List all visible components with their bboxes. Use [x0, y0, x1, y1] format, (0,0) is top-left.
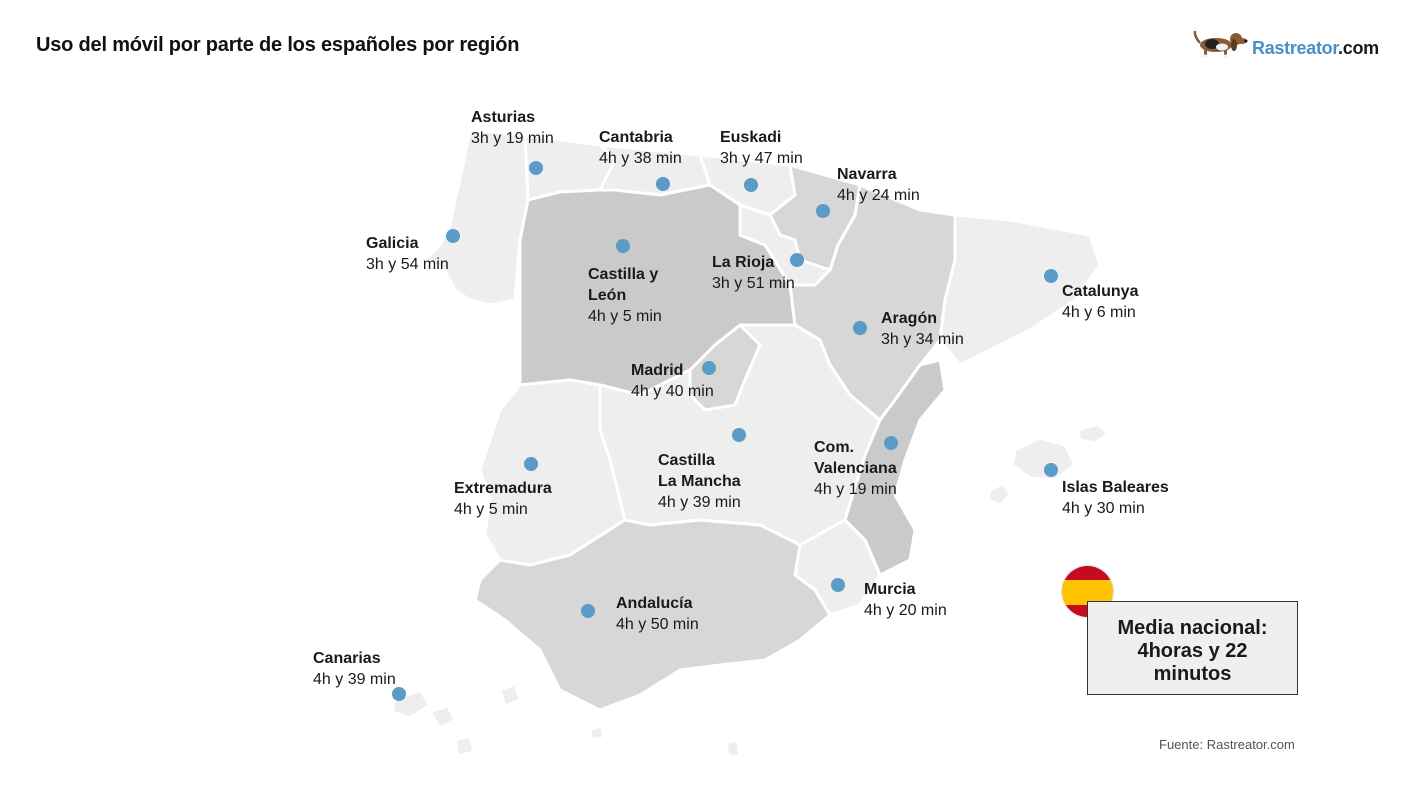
region-name: Navarra — [837, 166, 897, 183]
region-label-castilla-leon: Castilla y León 4h y 5 min — [588, 264, 662, 327]
region-label-castilla-la-mancha: Castilla La Mancha 4h y 39 min — [658, 450, 741, 513]
region-name: Catalunya — [1062, 283, 1139, 300]
region-label-euskadi: Euskadi 3h y 47 min — [720, 127, 803, 169]
region-name: Andalucía — [616, 595, 693, 612]
region-marker-galicia — [446, 229, 460, 243]
region-label-cantabria: Cantabria 4h y 38 min — [599, 127, 682, 169]
basset-dog-icon — [1193, 30, 1248, 58]
national-average-value: 4horas y 22 — [1137, 639, 1248, 662]
region-name: Castilla — [658, 452, 715, 469]
region-baleares-menorca — [1076, 422, 1110, 445]
region-canarias-3 — [453, 734, 476, 758]
region-time: 4h y 20 min — [864, 602, 947, 619]
national-average-label: Media nacional: — [1117, 616, 1268, 639]
region-name: Canarias — [313, 650, 381, 667]
region-name: Cantabria — [599, 129, 673, 146]
region-time: 4h y 38 min — [599, 150, 682, 167]
region-name: La Mancha — [658, 473, 741, 490]
region-name: Euskadi — [720, 129, 782, 146]
region-time: 4h y 39 min — [658, 494, 741, 511]
region-name: Islas Baleares — [1062, 479, 1169, 496]
region-time: 3h y 34 min — [881, 331, 964, 348]
region-label-valenciana: Com. Valenciana 4h y 19 min — [814, 437, 897, 500]
region-marker-euskadi — [744, 178, 758, 192]
region-marker-castilla-la-mancha — [732, 428, 746, 442]
region-marker-madrid — [702, 361, 716, 375]
page-title: Uso del móvil por parte de los españoles… — [36, 34, 520, 56]
region-label-navarra: Navarra 4h y 24 min — [837, 164, 920, 206]
region-time: 4h y 5 min — [588, 308, 662, 325]
region-catalunya — [938, 213, 1102, 367]
region-marker-extremadura — [524, 457, 538, 471]
region-marker-baleares — [1044, 463, 1058, 477]
region-time: 4h y 39 min — [313, 671, 396, 688]
region-time: 3h y 19 min — [471, 130, 554, 147]
region-canarias-5 — [588, 724, 606, 742]
region-name: Asturias — [471, 109, 536, 126]
region-label-extremadura: Extremadura 4h y 5 min — [454, 478, 552, 520]
region-time: 3h y 47 min — [720, 150, 803, 167]
region-time: 4h y 19 min — [814, 481, 897, 498]
region-marker-valenciana — [884, 436, 898, 450]
region-time: 3h y 51 min — [712, 275, 795, 292]
source-note: Fuente: Rastreator.com — [1159, 737, 1295, 752]
region-name: Galicia — [366, 235, 419, 252]
region-name: Aragón — [881, 310, 937, 327]
region-label-baleares: Islas Baleares 4h y 30 min — [1062, 477, 1169, 519]
region-marker-catalunya — [1044, 269, 1058, 283]
region-marker-aragon — [853, 321, 867, 335]
region-time: 4h y 6 min — [1062, 304, 1136, 321]
region-label-murcia: Murcia 4h y 20 min — [864, 579, 947, 621]
region-marker-la-rioja — [790, 253, 804, 267]
region-canarias-4 — [498, 682, 522, 708]
region-marker-canarias — [392, 687, 406, 701]
region-label-andalucia: Andalucía 4h y 50 min — [616, 593, 699, 635]
region-galicia — [423, 128, 530, 307]
region-marker-navarra — [816, 204, 830, 218]
region-time: 4h y 24 min — [837, 187, 920, 204]
region-name: Castilla y — [588, 266, 659, 283]
region-canarias-2 — [428, 704, 457, 730]
region-marker-asturias — [529, 161, 543, 175]
region-name: León — [588, 287, 627, 304]
region-andalucia — [473, 518, 832, 712]
region-label-asturias: Asturias 3h y 19 min — [471, 107, 554, 149]
region-name: Extremadura — [454, 480, 552, 497]
region-baleares-mallorca — [1010, 436, 1077, 482]
national-average-unit: minutos — [1153, 662, 1232, 685]
region-time: 4h y 50 min — [616, 616, 699, 633]
region-time: 4h y 40 min — [631, 383, 714, 400]
region-label-la-rioja: La Rioja 3h y 51 min — [712, 252, 795, 294]
region-label-canarias: Canarias 4h y 39 min — [313, 648, 396, 690]
region-name: Valenciana — [814, 460, 897, 477]
region-name: Madrid — [631, 362, 684, 379]
region-time: 4h y 5 min — [454, 501, 528, 518]
region-marker-andalucia — [581, 604, 595, 618]
region-marker-castilla-leon — [616, 239, 630, 253]
region-label-madrid: Madrid 4h y 40 min — [631, 360, 714, 402]
region-marker-murcia — [831, 578, 845, 592]
region-time: 4h y 30 min — [1062, 500, 1145, 517]
brand-logo: Rastreator.com — [1192, 28, 1379, 60]
region-canarias-1 — [390, 688, 432, 720]
region-name: Com. — [814, 439, 854, 456]
region-label-aragon: Aragón 3h y 34 min — [881, 308, 964, 350]
region-marker-cantabria — [656, 177, 670, 191]
region-label-galicia: Galicia 3h y 54 min — [366, 233, 449, 275]
national-average-box: Media nacional: 4horas y 22 minutos — [1087, 601, 1298, 695]
brand-name: Rastreator.com — [1252, 37, 1379, 58]
region-label-catalunya: Catalunya 4h y 6 min — [1062, 281, 1138, 323]
region-canarias-6 — [724, 738, 742, 758]
region-name: Murcia — [864, 581, 916, 598]
region-name: La Rioja — [712, 254, 775, 271]
region-time: 3h y 54 min — [366, 256, 449, 273]
region-baleares-ibiza — [986, 481, 1012, 507]
